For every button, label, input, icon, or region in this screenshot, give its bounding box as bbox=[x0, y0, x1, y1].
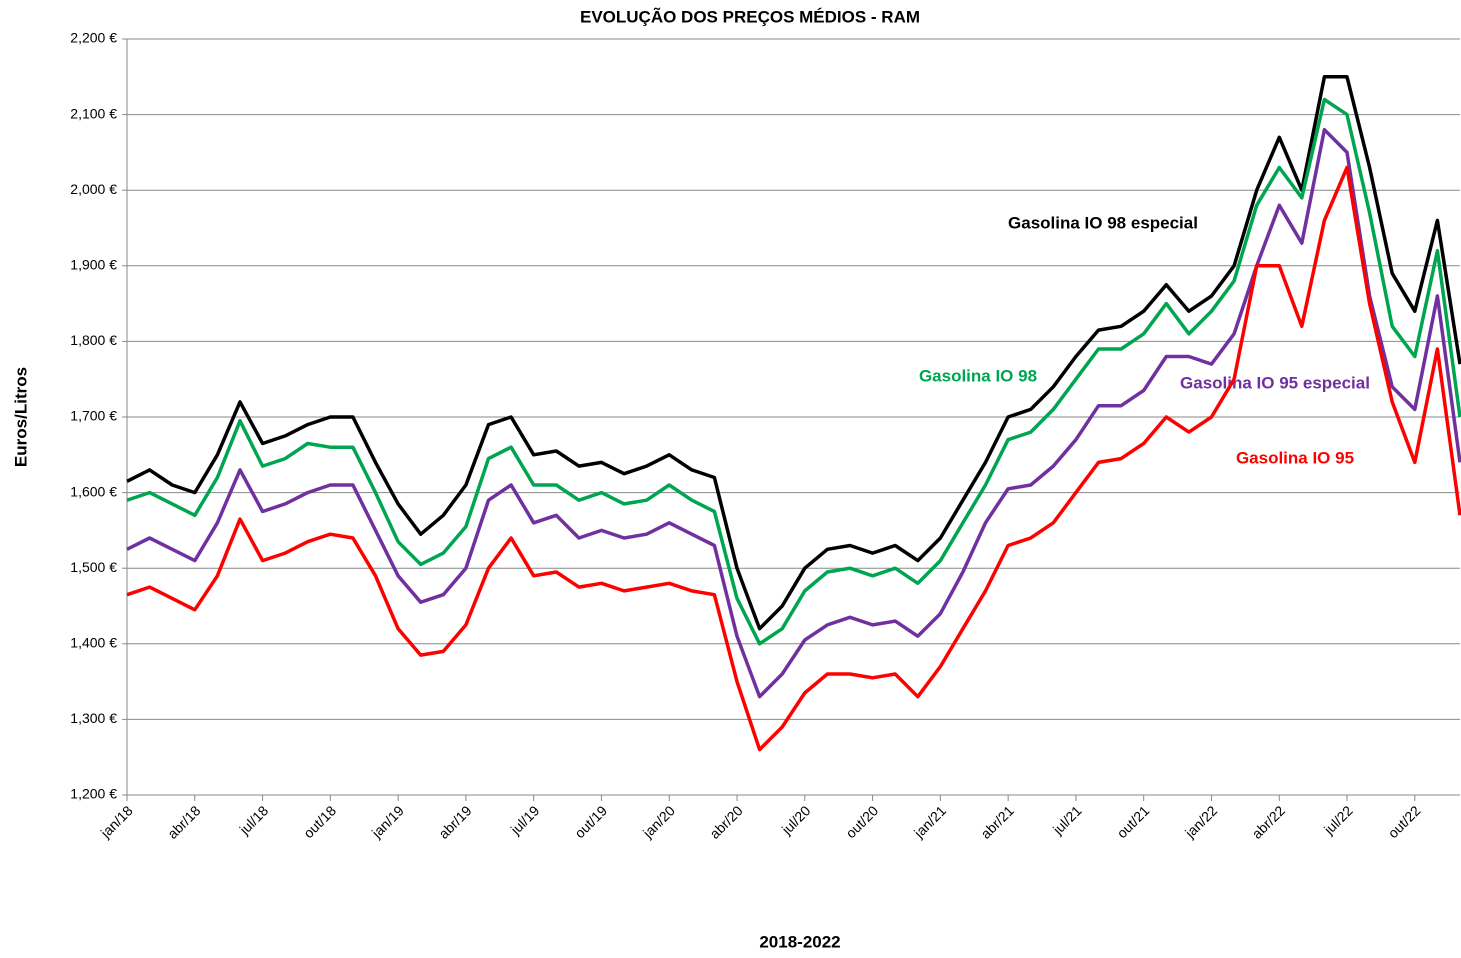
series-label: Gasolina IO 98 especial bbox=[1008, 213, 1198, 232]
y-axis-title: Euros/Litros bbox=[11, 367, 30, 467]
series-label: Gasolina IO 95 bbox=[1236, 448, 1354, 467]
x-tick-label: jan/18 bbox=[97, 802, 136, 841]
x-tick-label: jan/19 bbox=[368, 802, 407, 841]
x-tick-label: jul/22 bbox=[1320, 802, 1356, 838]
y-tick-label: 1,900 € bbox=[70, 257, 117, 273]
x-tick-label: jul/21 bbox=[1049, 802, 1085, 838]
x-tick-label: out/19 bbox=[571, 802, 610, 841]
x-tick-label: out/20 bbox=[842, 802, 881, 841]
y-tick-label: 1,200 € bbox=[70, 786, 117, 802]
x-tick-label: abr/22 bbox=[1249, 802, 1289, 842]
x-tick-label: out/22 bbox=[1385, 802, 1424, 841]
x-tick-label: abr/20 bbox=[706, 802, 746, 842]
x-tick-label: out/21 bbox=[1114, 802, 1153, 841]
y-tick-label: 1,800 € bbox=[70, 332, 117, 348]
y-tick-label: 1,500 € bbox=[70, 559, 117, 575]
y-tick-label: 2,200 € bbox=[70, 30, 117, 46]
x-tick-label: jan/21 bbox=[910, 802, 949, 841]
chart-title: EVOLUÇÃO DOS PREÇOS MÉDIOS - RAM bbox=[580, 6, 920, 26]
series-line bbox=[126, 165, 1461, 752]
y-tick-label: 2,000 € bbox=[70, 181, 117, 197]
x-tick-label: jul/20 bbox=[778, 802, 814, 838]
y-tick-label: 1,300 € bbox=[70, 710, 117, 726]
series-label: Gasolina IO 95 especial bbox=[1180, 373, 1370, 392]
series-label: Gasolina IO 98 bbox=[919, 366, 1037, 385]
x-tick-label: out/18 bbox=[300, 802, 339, 841]
x-tick-label: abr/18 bbox=[164, 802, 204, 842]
x-tick-label: jul/18 bbox=[236, 802, 272, 838]
y-tick-label: 2,100 € bbox=[70, 105, 117, 121]
y-tick-label: 1,400 € bbox=[70, 635, 117, 651]
series-line bbox=[126, 127, 1461, 699]
x-axis-title: 2018-2022 bbox=[759, 932, 840, 951]
x-tick-label: jan/22 bbox=[1181, 802, 1220, 841]
x-tick-label: abr/21 bbox=[977, 802, 1017, 842]
x-tick-label: abr/19 bbox=[435, 802, 475, 842]
y-tick-label: 1,700 € bbox=[70, 408, 117, 424]
series-line bbox=[126, 97, 1461, 646]
series-line bbox=[126, 75, 1461, 631]
x-tick-label: jul/19 bbox=[507, 802, 543, 838]
x-tick-label: jan/20 bbox=[639, 802, 678, 841]
y-tick-label: 1,600 € bbox=[70, 483, 117, 499]
